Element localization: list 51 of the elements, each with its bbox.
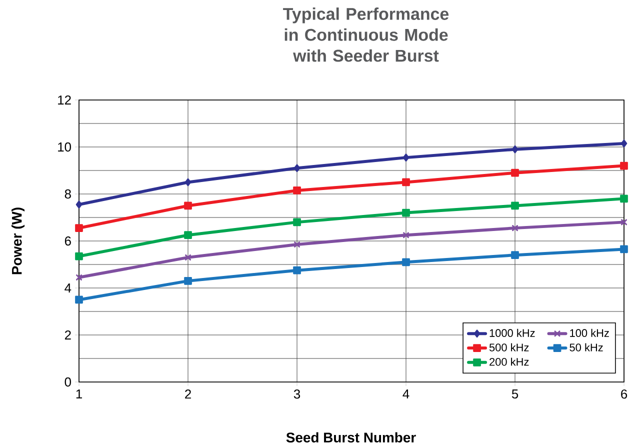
y-tick-label: 12 [58,95,71,105]
point [75,224,83,232]
point [75,296,83,304]
point [293,186,301,194]
point [512,145,518,154]
x-tick-label: 4 [402,389,410,398]
legend-label: 200 kHz [490,358,529,366]
x-tick-label: 6 [621,389,628,399]
legend-label: 50 kHz [570,343,603,352]
y-tick-label: 2 [64,330,71,340]
point [185,254,192,260]
point [620,245,628,254]
point [184,231,192,240]
point [293,218,301,226]
point [512,225,518,232]
x-tick-label: 3 [294,389,300,399]
point [184,202,192,210]
point [76,200,82,208]
point [293,266,301,274]
point [620,140,628,148]
y-tick-label: 10 [58,142,71,152]
point [402,208,410,217]
y-axis-title: Power (W) [12,208,25,274]
point [620,162,628,170]
y-tick-label: 6 [64,236,71,246]
point [294,164,300,172]
legend-label: 1000 kHz [490,328,535,337]
point [402,178,410,186]
legend-label: 500 kHz [489,343,529,352]
x-tick-label: 5 [512,389,518,399]
legend-label: 100 kHz [570,328,609,337]
y-tick-label: 0 [64,377,71,387]
x-axis-title: Seed Burst Number [286,432,416,442]
point [75,252,83,260]
y-tick-label: 4 [64,284,72,292]
chart-title: Typical Performance in Continuous Mode with Seeder Burst [283,8,449,62]
x-tick-label: 2 [185,389,191,399]
point [184,178,192,186]
point [511,168,519,177]
point [621,219,628,226]
point [402,154,410,162]
point [511,202,519,210]
point [402,258,410,266]
x-tick-label: 1 [76,389,82,398]
point [403,232,410,238]
point [620,194,628,203]
y-tick-label: 8 [64,189,71,199]
point [294,242,300,248]
point [511,251,519,260]
point [184,276,192,285]
point [76,274,82,280]
